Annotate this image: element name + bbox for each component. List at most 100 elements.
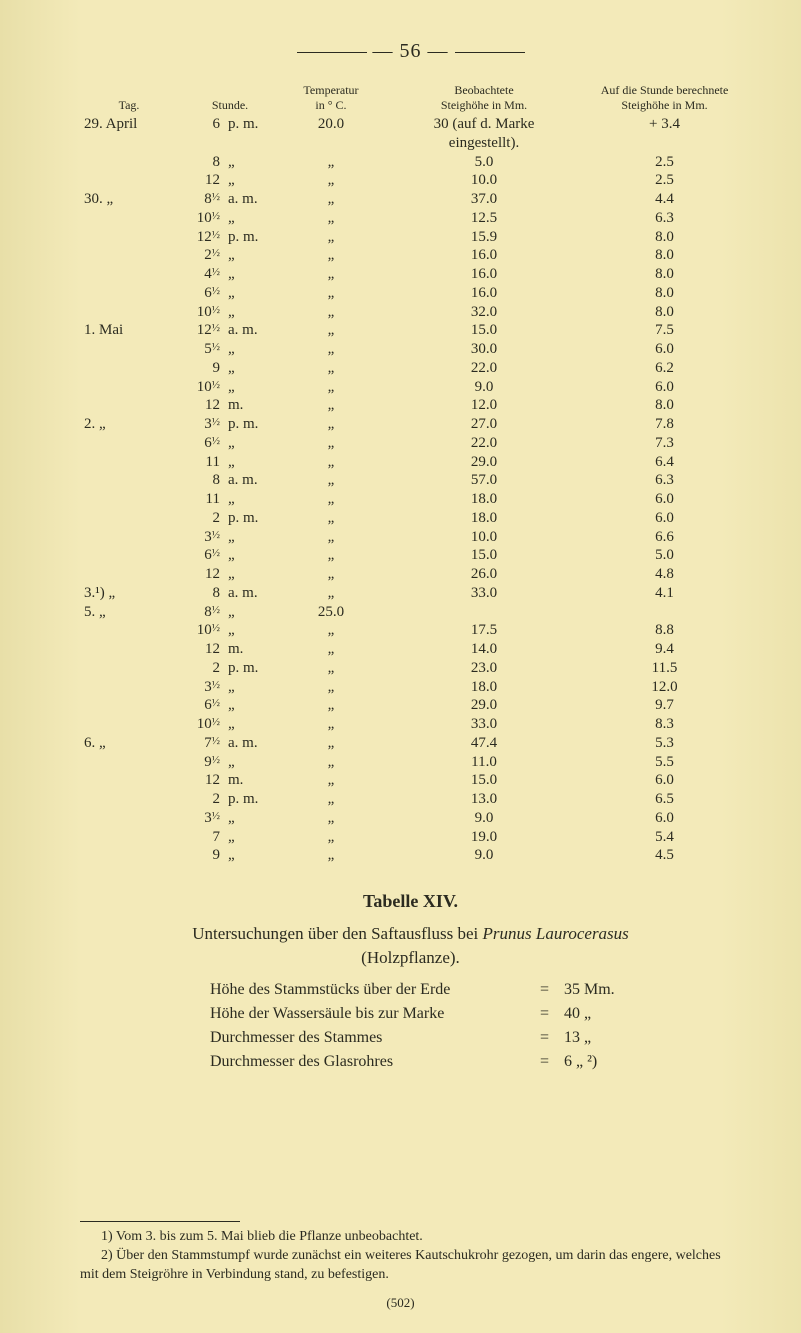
cell-tag xyxy=(80,678,178,697)
spec-value: 40 „ xyxy=(564,1002,591,1026)
table-row: 11„„18.06.0 xyxy=(80,490,741,509)
cell-hour: 6½ xyxy=(178,284,224,303)
cell-tag: 6. „ xyxy=(80,734,178,753)
table-row: 29. April6p. m.20.030 (auf d. Marke+ 3.4 xyxy=(80,115,741,134)
cell-unit: „ xyxy=(224,209,282,228)
cell-hour: 12½ xyxy=(178,228,224,247)
table-head: Tag. Stunde. Temperaturin ° C. Beobachte… xyxy=(80,81,741,115)
cell-tag xyxy=(80,509,178,528)
cell-hour: 5½ xyxy=(178,340,224,359)
cell-hour: 6½ xyxy=(178,696,224,715)
table-row: 12m.„15.06.0 xyxy=(80,771,741,790)
data-table: Tag. Stunde. Temperaturin ° C. Beobachte… xyxy=(80,81,741,865)
cell-unit: „ xyxy=(224,434,282,453)
cell-temp: „ xyxy=(282,678,380,697)
cell-temp: „ xyxy=(282,246,380,265)
cell-hour: 8½ xyxy=(178,603,224,622)
cell-unit: „ xyxy=(224,809,282,828)
cell-obs: 15.0 xyxy=(380,771,588,790)
cell-obs: 30.0 xyxy=(380,340,588,359)
cell-hour: 6 xyxy=(178,115,224,134)
para-line2: (Holzpflanze). xyxy=(361,948,460,967)
cell-obs: 10.0 xyxy=(380,528,588,547)
table-row: 2p. m.„13.06.5 xyxy=(80,790,741,809)
cell-unit: „ xyxy=(224,828,282,847)
cell-unit: p. m. xyxy=(224,228,282,247)
cell-calc: 4.1 xyxy=(588,584,741,603)
cell-calc: 4.5 xyxy=(588,846,741,865)
cell-temp: „ xyxy=(282,846,380,865)
th-temp: Temperaturin ° C. xyxy=(282,81,380,115)
cell-hour: 8½ xyxy=(178,190,224,209)
cell-temp: „ xyxy=(282,771,380,790)
cell-temp: „ xyxy=(282,321,380,340)
table-row: 1. Mai12½a. m.„15.07.5 xyxy=(80,321,741,340)
cell-calc: 6.2 xyxy=(588,359,741,378)
cell-unit: „ xyxy=(224,528,282,547)
table-row: 3½„„10.06.6 xyxy=(80,528,741,547)
cell-tag xyxy=(80,696,178,715)
cell-obs: 16.0 xyxy=(380,246,588,265)
cell-obs: 47.4 xyxy=(380,734,588,753)
cell-calc: 8.0 xyxy=(588,246,741,265)
cell-unit: m. xyxy=(224,640,282,659)
spec-eq: = xyxy=(540,1050,564,1074)
spec-row: Höhe der Wassersäule bis zur Marke=40 „ xyxy=(210,1002,741,1026)
cell-calc: 4.8 xyxy=(588,565,741,584)
cell-obs xyxy=(380,603,588,622)
cell-temp: „ xyxy=(282,490,380,509)
cell-tag xyxy=(80,715,178,734)
cell-obs: 57.0 xyxy=(380,471,588,490)
cell-tag xyxy=(80,846,178,865)
cell-unit: „ xyxy=(224,546,282,565)
cell-tag xyxy=(80,265,178,284)
cell-calc xyxy=(588,603,741,622)
spec-row: Höhe des Stammstücks über der Erde=35 Mm… xyxy=(210,978,741,1002)
cell-temp: „ xyxy=(282,340,380,359)
cell-temp: „ xyxy=(282,209,380,228)
table-row: 12m.„14.09.4 xyxy=(80,640,741,659)
cell-temp: „ xyxy=(282,284,380,303)
cell-calc: 6.0 xyxy=(588,809,741,828)
table-row: 4½„„16.08.0 xyxy=(80,265,741,284)
cell-calc: 8.0 xyxy=(588,265,741,284)
cell-obs: 32.0 xyxy=(380,303,588,322)
table-row: 6. „7½a. m.„47.45.3 xyxy=(80,734,741,753)
cell-unit: „ xyxy=(224,490,282,509)
cell-obs: 10.0 xyxy=(380,171,588,190)
cell-calc: 6.6 xyxy=(588,528,741,547)
cell-calc: 2.5 xyxy=(588,153,741,172)
cell-obs: 37.0 xyxy=(380,190,588,209)
cell-tag: 5. „ xyxy=(80,603,178,622)
th-tag: Tag. xyxy=(80,81,178,115)
spec-eq: = xyxy=(540,1002,564,1026)
cell-calc: 8.0 xyxy=(588,303,741,322)
cell-calc: 8.0 xyxy=(588,284,741,303)
cell-hour: 11 xyxy=(178,490,224,509)
cell-calc: 11.5 xyxy=(588,659,741,678)
table-row: 10½„„33.08.3 xyxy=(80,715,741,734)
cell-hour: 10½ xyxy=(178,621,224,640)
cell-obs: 18.0 xyxy=(380,490,588,509)
cell-tag: 1. Mai xyxy=(80,321,178,340)
cell-temp: „ xyxy=(282,190,380,209)
cell-obs: 19.0 xyxy=(380,828,588,847)
table-row: 6½„„22.07.3 xyxy=(80,434,741,453)
cell-calc: 6.4 xyxy=(588,453,741,472)
cell-hour: 12 xyxy=(178,771,224,790)
cell-tag: 2. „ xyxy=(80,415,178,434)
table-row: 2p. m.„18.06.0 xyxy=(80,509,741,528)
cell-hour: 8 xyxy=(178,584,224,603)
cell-obs: 23.0 xyxy=(380,659,588,678)
cell-unit: „ xyxy=(224,846,282,865)
cell-temp: „ xyxy=(282,396,380,415)
para-italic: Prunus Laurocerasus xyxy=(483,924,629,943)
cell-tag xyxy=(80,171,178,190)
cell-calc: 9.4 xyxy=(588,640,741,659)
cell-calc: 2.5 xyxy=(588,171,741,190)
cell-tag: 30. „ xyxy=(80,190,178,209)
cell-calc: 9.7 xyxy=(588,696,741,715)
cell-hour: 9 xyxy=(178,846,224,865)
table-row: 2p. m.„23.011.5 xyxy=(80,659,741,678)
cell-calc: 7.3 xyxy=(588,434,741,453)
